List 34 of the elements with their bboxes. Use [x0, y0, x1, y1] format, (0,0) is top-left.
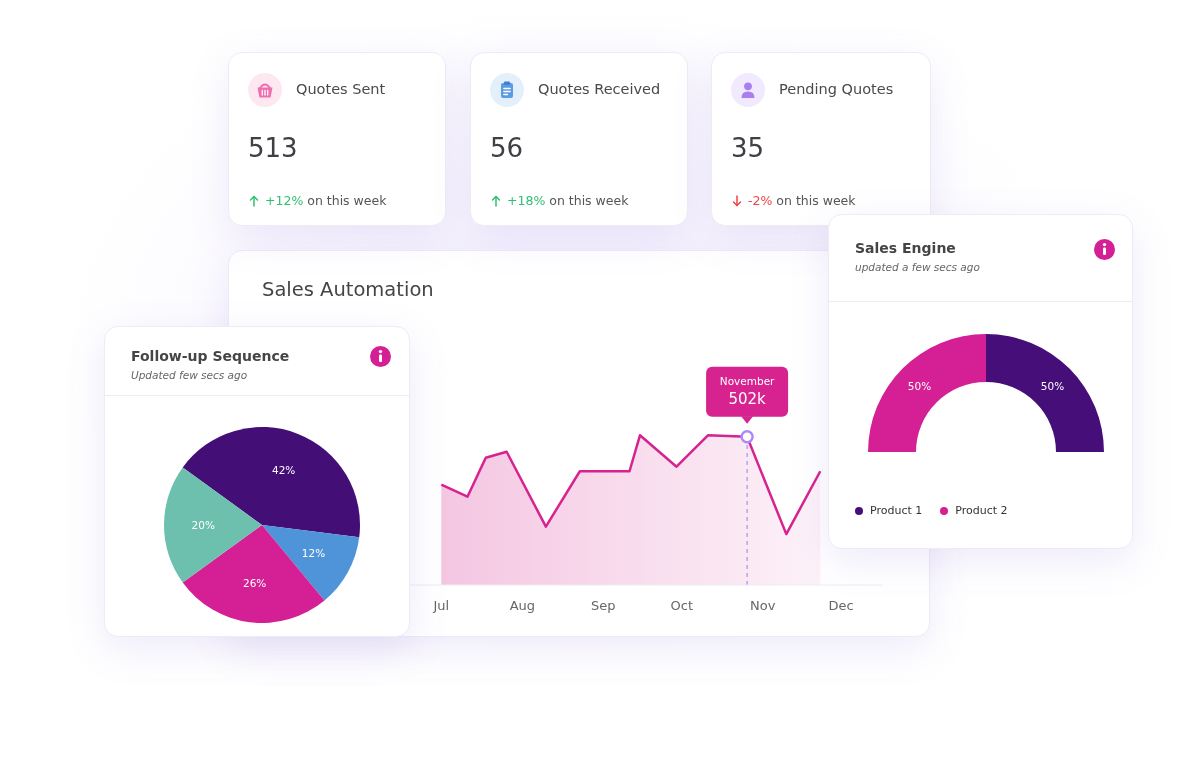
x-tick-label: Oct [670, 598, 694, 614]
x-tick-label: Sep [591, 598, 616, 614]
annotation: 502k [728, 389, 767, 408]
x-tick-label: Nov [750, 598, 776, 614]
legend-label: Product 1 [870, 504, 923, 517]
text: on this week [549, 193, 629, 208]
chart-title: Follow-up Sequence [131, 348, 290, 364]
data-label: 12% [301, 547, 326, 560]
data-label: +18% [507, 193, 546, 208]
text: Quotes Received [538, 81, 661, 97]
data-label: 50% [907, 379, 932, 392]
legend-label: Product 2 [955, 504, 1008, 517]
data-label: 50% [1040, 379, 1065, 392]
pie-slice [182, 427, 360, 538]
data-label: -2% [748, 193, 773, 208]
chart-title: Sales Engine [855, 240, 956, 256]
data-label: +12% [265, 193, 304, 208]
chart-subtitle: Updated few secs ago [131, 369, 248, 381]
text: on this week [307, 193, 387, 208]
text: 513 [248, 133, 298, 163]
text: November [719, 374, 776, 387]
chart-title: Sales Automation [262, 278, 434, 301]
x-tick-label: Aug [509, 598, 536, 614]
x-tick-label: Dec [828, 598, 854, 614]
text: Quotes Sent [296, 81, 386, 97]
data-label: 20% [191, 519, 215, 531]
text: on this week [776, 193, 856, 208]
data-label: 42% [271, 464, 296, 477]
text: Pending Quotes [779, 81, 894, 97]
chart-subtitle: updated a few secs ago [855, 261, 980, 273]
text: 56 [490, 133, 524, 163]
text: 35 [731, 133, 765, 163]
data-label: 26% [242, 577, 267, 590]
x-tick-label: Jul [432, 598, 450, 614]
